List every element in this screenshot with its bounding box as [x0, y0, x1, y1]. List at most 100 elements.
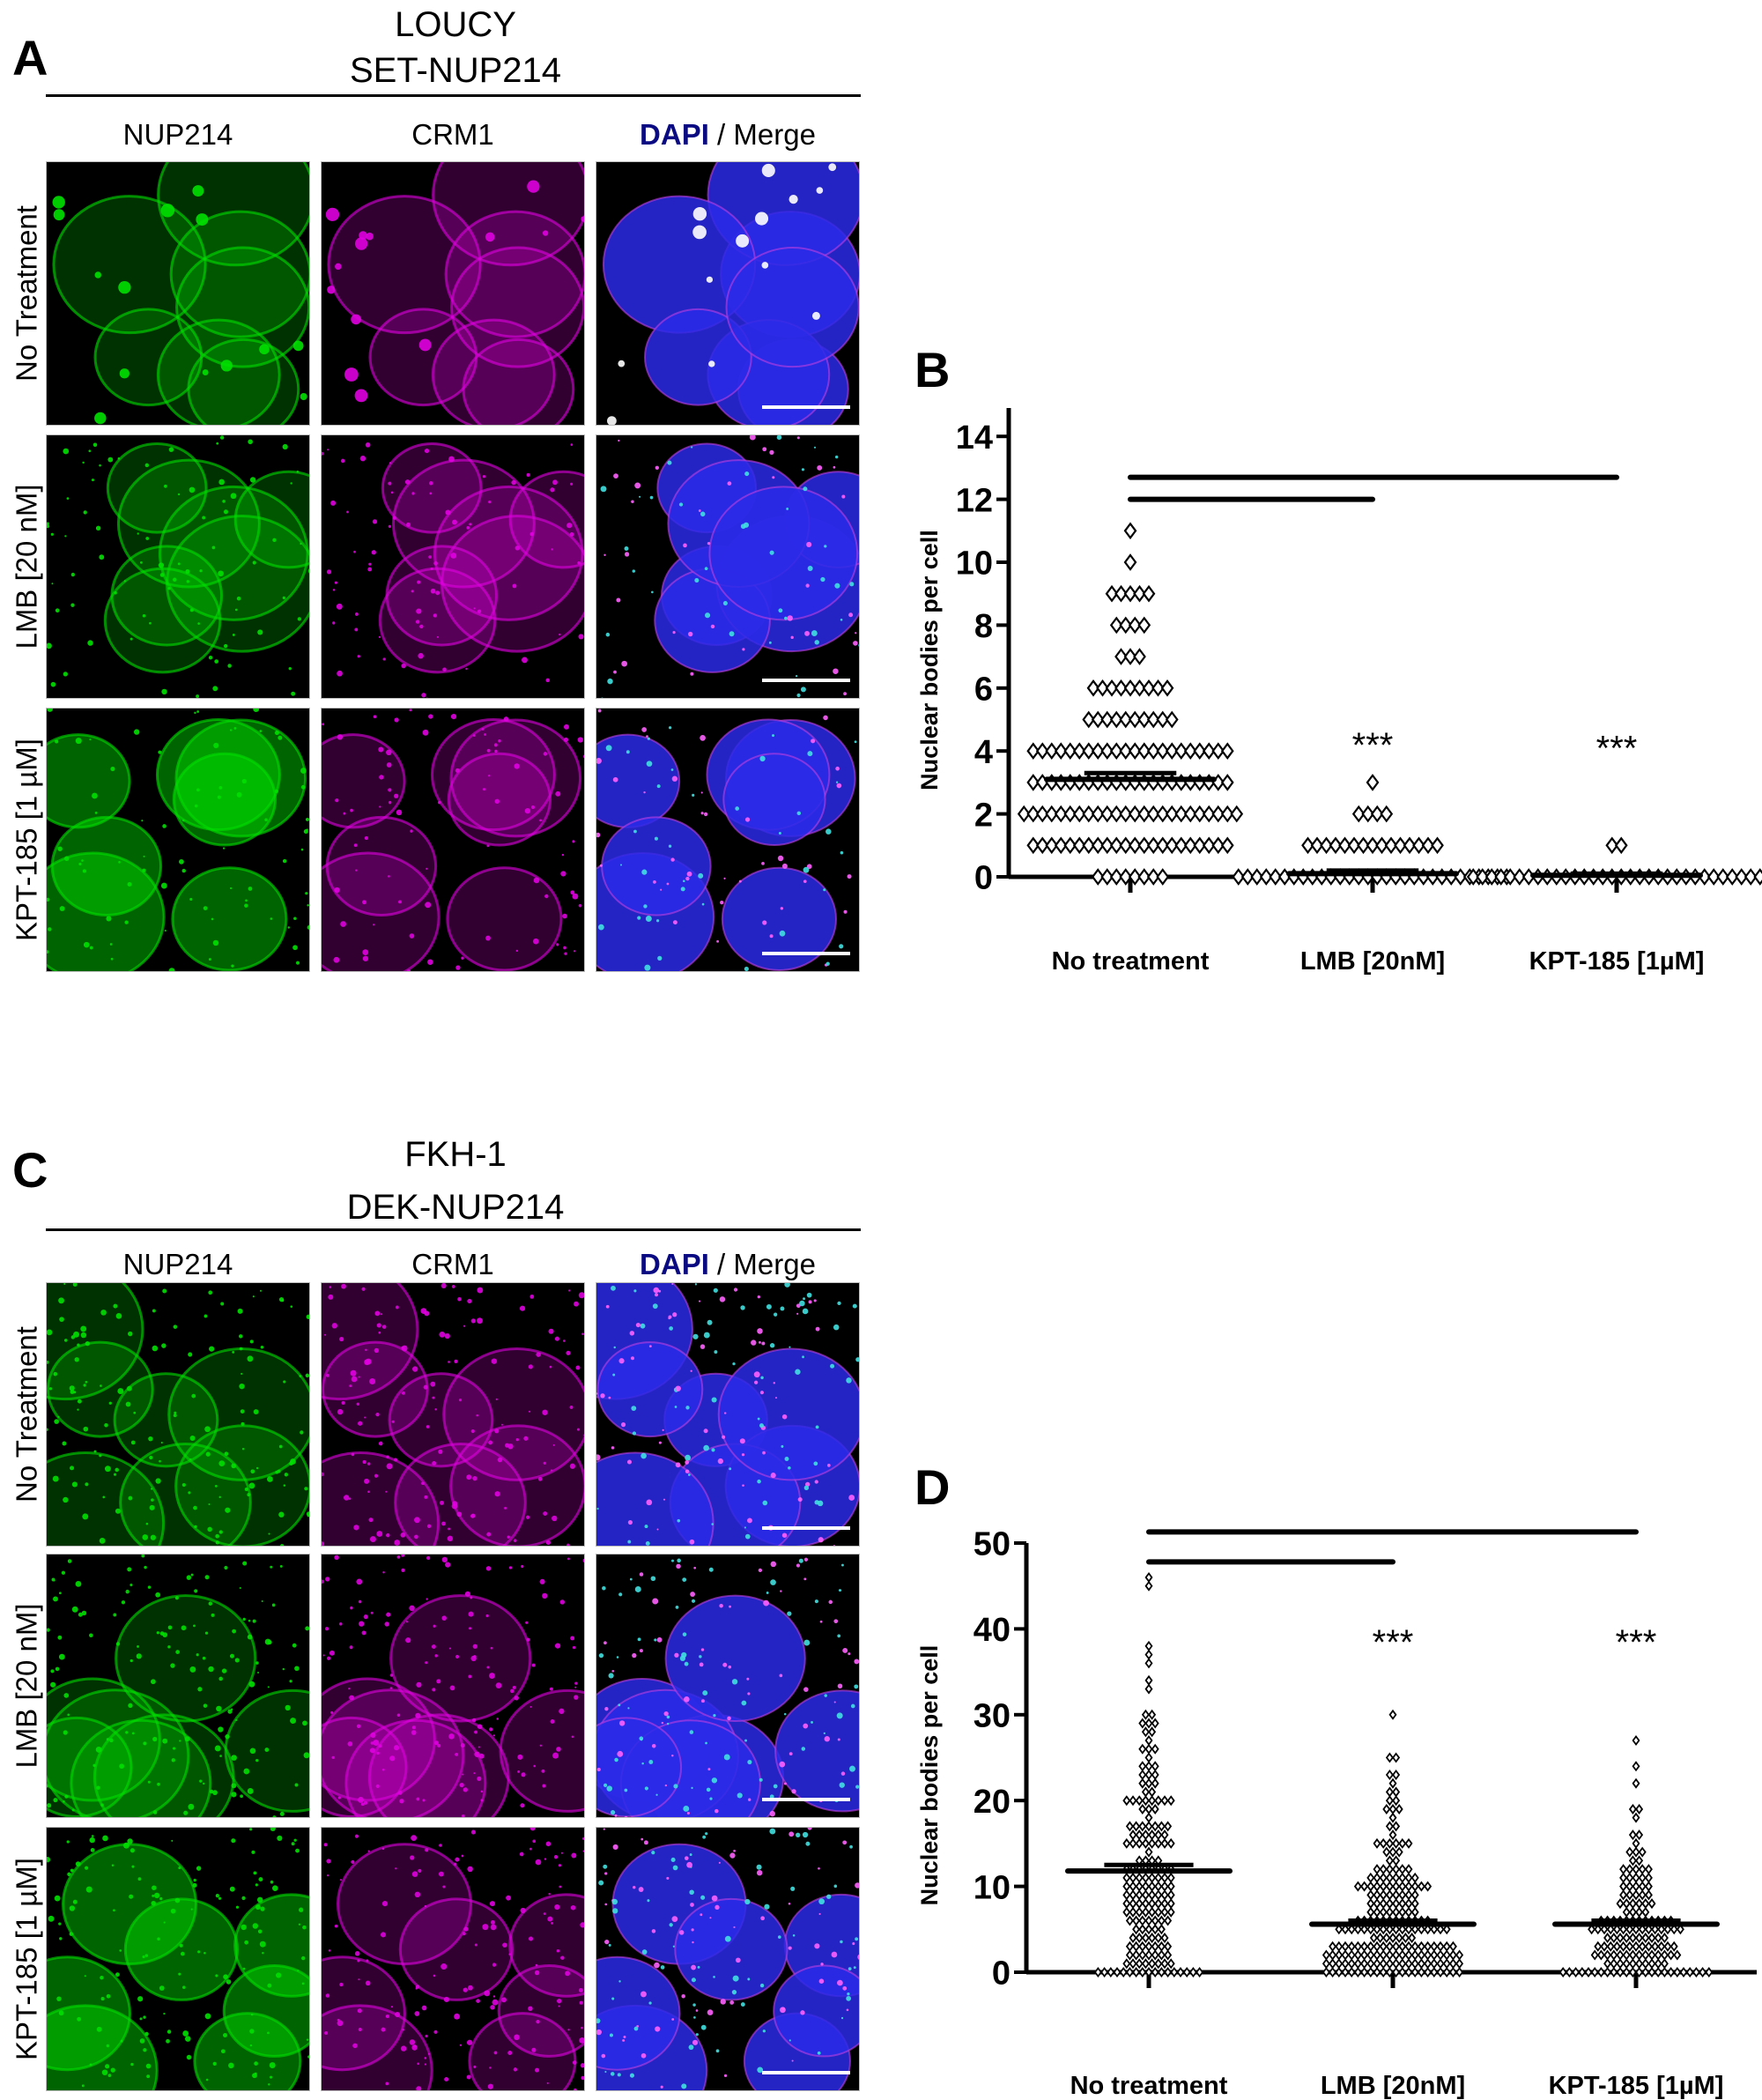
- data-point: [1366, 1881, 1375, 1892]
- data-point: [1125, 1915, 1134, 1926]
- data-point: [1410, 1881, 1419, 1892]
- data-point: [1404, 1837, 1413, 1849]
- data-point: [1160, 1958, 1169, 1970]
- data-point: [1160, 1906, 1169, 1918]
- micrograph-crm1-row3: [321, 1827, 585, 2091]
- data-point: [1082, 836, 1096, 855]
- data-point: [1122, 1872, 1131, 1883]
- data-point: [1144, 1949, 1153, 1961]
- data-point: [1138, 1966, 1147, 1978]
- data-point: [1353, 1940, 1362, 1952]
- data-point: [1122, 1795, 1131, 1807]
- data-point: [1403, 836, 1417, 855]
- data-point: [1388, 1709, 1397, 1720]
- data-point: [1220, 742, 1234, 761]
- panel-a-col-nup214: NUP214: [122, 118, 233, 151]
- data-point: [1054, 742, 1068, 761]
- data-point: [1138, 1743, 1147, 1755]
- data-point: [1412, 836, 1425, 855]
- panel-c-col-nup214: NUP214: [122, 1248, 233, 1280]
- data-point: [1165, 742, 1179, 761]
- x-tick-label: No treatment: [1070, 2072, 1228, 2100]
- data-point: [1578, 1966, 1587, 1978]
- data-point: [1154, 1837, 1163, 1849]
- data-point: [1610, 1958, 1618, 1970]
- y-tick-label: 40: [974, 1612, 1011, 1649]
- micrograph-crm1-row1: [321, 1282, 585, 1547]
- data-point: [1392, 1752, 1401, 1763]
- data-point: [1035, 742, 1049, 761]
- data-point: [1647, 1898, 1656, 1910]
- data-point: [1360, 1924, 1369, 1935]
- data-point: [1100, 1966, 1109, 1978]
- data-point: [1157, 1940, 1166, 1952]
- data-point: [1123, 584, 1137, 603]
- data-point: [1109, 836, 1123, 855]
- data-point: [1144, 1658, 1153, 1669]
- data-point: [1679, 1966, 1688, 1978]
- data-point: [1193, 836, 1207, 855]
- data-point: [1610, 1966, 1618, 1978]
- data-point: [1138, 1924, 1147, 1935]
- data-point: [1660, 1949, 1669, 1961]
- data-point: [1109, 868, 1123, 886]
- data-point: [1151, 1803, 1159, 1814]
- data-point: [1100, 836, 1114, 855]
- data-point: [1335, 1940, 1344, 1952]
- data-point: [1417, 1966, 1425, 1978]
- data-point: [1141, 1786, 1150, 1798]
- data-point: [1211, 836, 1225, 855]
- data-point: [1322, 1958, 1330, 1970]
- data-point: [1082, 805, 1096, 823]
- data-point: [1100, 868, 1114, 886]
- data-point: [1366, 1872, 1375, 1883]
- data-point: [1424, 1966, 1433, 1978]
- data-point: [1392, 1795, 1401, 1807]
- data-point: [1122, 1958, 1131, 1970]
- data-point: [1699, 1966, 1707, 1978]
- data-point: [1373, 1889, 1381, 1901]
- data-point: [1353, 1949, 1362, 1961]
- data-point: [1651, 1940, 1660, 1952]
- data-point: [1385, 1795, 1394, 1807]
- data-point: [1133, 584, 1146, 603]
- data-point: [1632, 1735, 1640, 1747]
- panel-a-col-crm1: CRM1: [411, 118, 494, 151]
- data-point: [1137, 805, 1151, 823]
- data-point: [1220, 836, 1234, 855]
- data-point: [1558, 1966, 1567, 1978]
- data-point: [1606, 1924, 1615, 1935]
- x-tick-label: KPT-185 [1µM]: [1549, 2072, 1724, 2100]
- data-point: [1091, 868, 1105, 886]
- data-point: [1093, 1966, 1102, 1978]
- data-point: [1667, 1966, 1676, 1978]
- data-point: [1706, 868, 1721, 886]
- data-point: [1341, 1958, 1350, 1970]
- data-point: [1590, 1966, 1599, 1978]
- data-point: [1193, 805, 1207, 823]
- data-point: [1230, 805, 1244, 823]
- data-point: [1091, 710, 1105, 729]
- data-point: [1151, 1949, 1159, 1961]
- data-point: [1430, 1958, 1439, 1970]
- data-point: [1379, 1940, 1388, 1952]
- data-point: [1638, 1940, 1647, 1952]
- data-point: [1392, 1898, 1401, 1910]
- data-point: [1385, 1940, 1394, 1952]
- data-point: [1382, 1846, 1391, 1858]
- data-point: [1157, 1821, 1166, 1832]
- data-point: [1157, 1966, 1166, 1978]
- data-point: [1404, 1906, 1413, 1918]
- data-point: [1026, 836, 1040, 855]
- data-point: [1373, 1966, 1381, 1978]
- data-point: [1410, 1872, 1419, 1883]
- data-point: [1635, 1933, 1644, 1944]
- data-point: [1151, 1821, 1159, 1832]
- y-tick-label: 10: [956, 545, 993, 583]
- data-point: [1596, 1966, 1605, 1978]
- data-point: [1156, 710, 1170, 729]
- data-point: [1137, 836, 1151, 855]
- data-point: [1132, 1949, 1141, 1961]
- data-point: [1183, 805, 1197, 823]
- data-point: [1735, 868, 1749, 886]
